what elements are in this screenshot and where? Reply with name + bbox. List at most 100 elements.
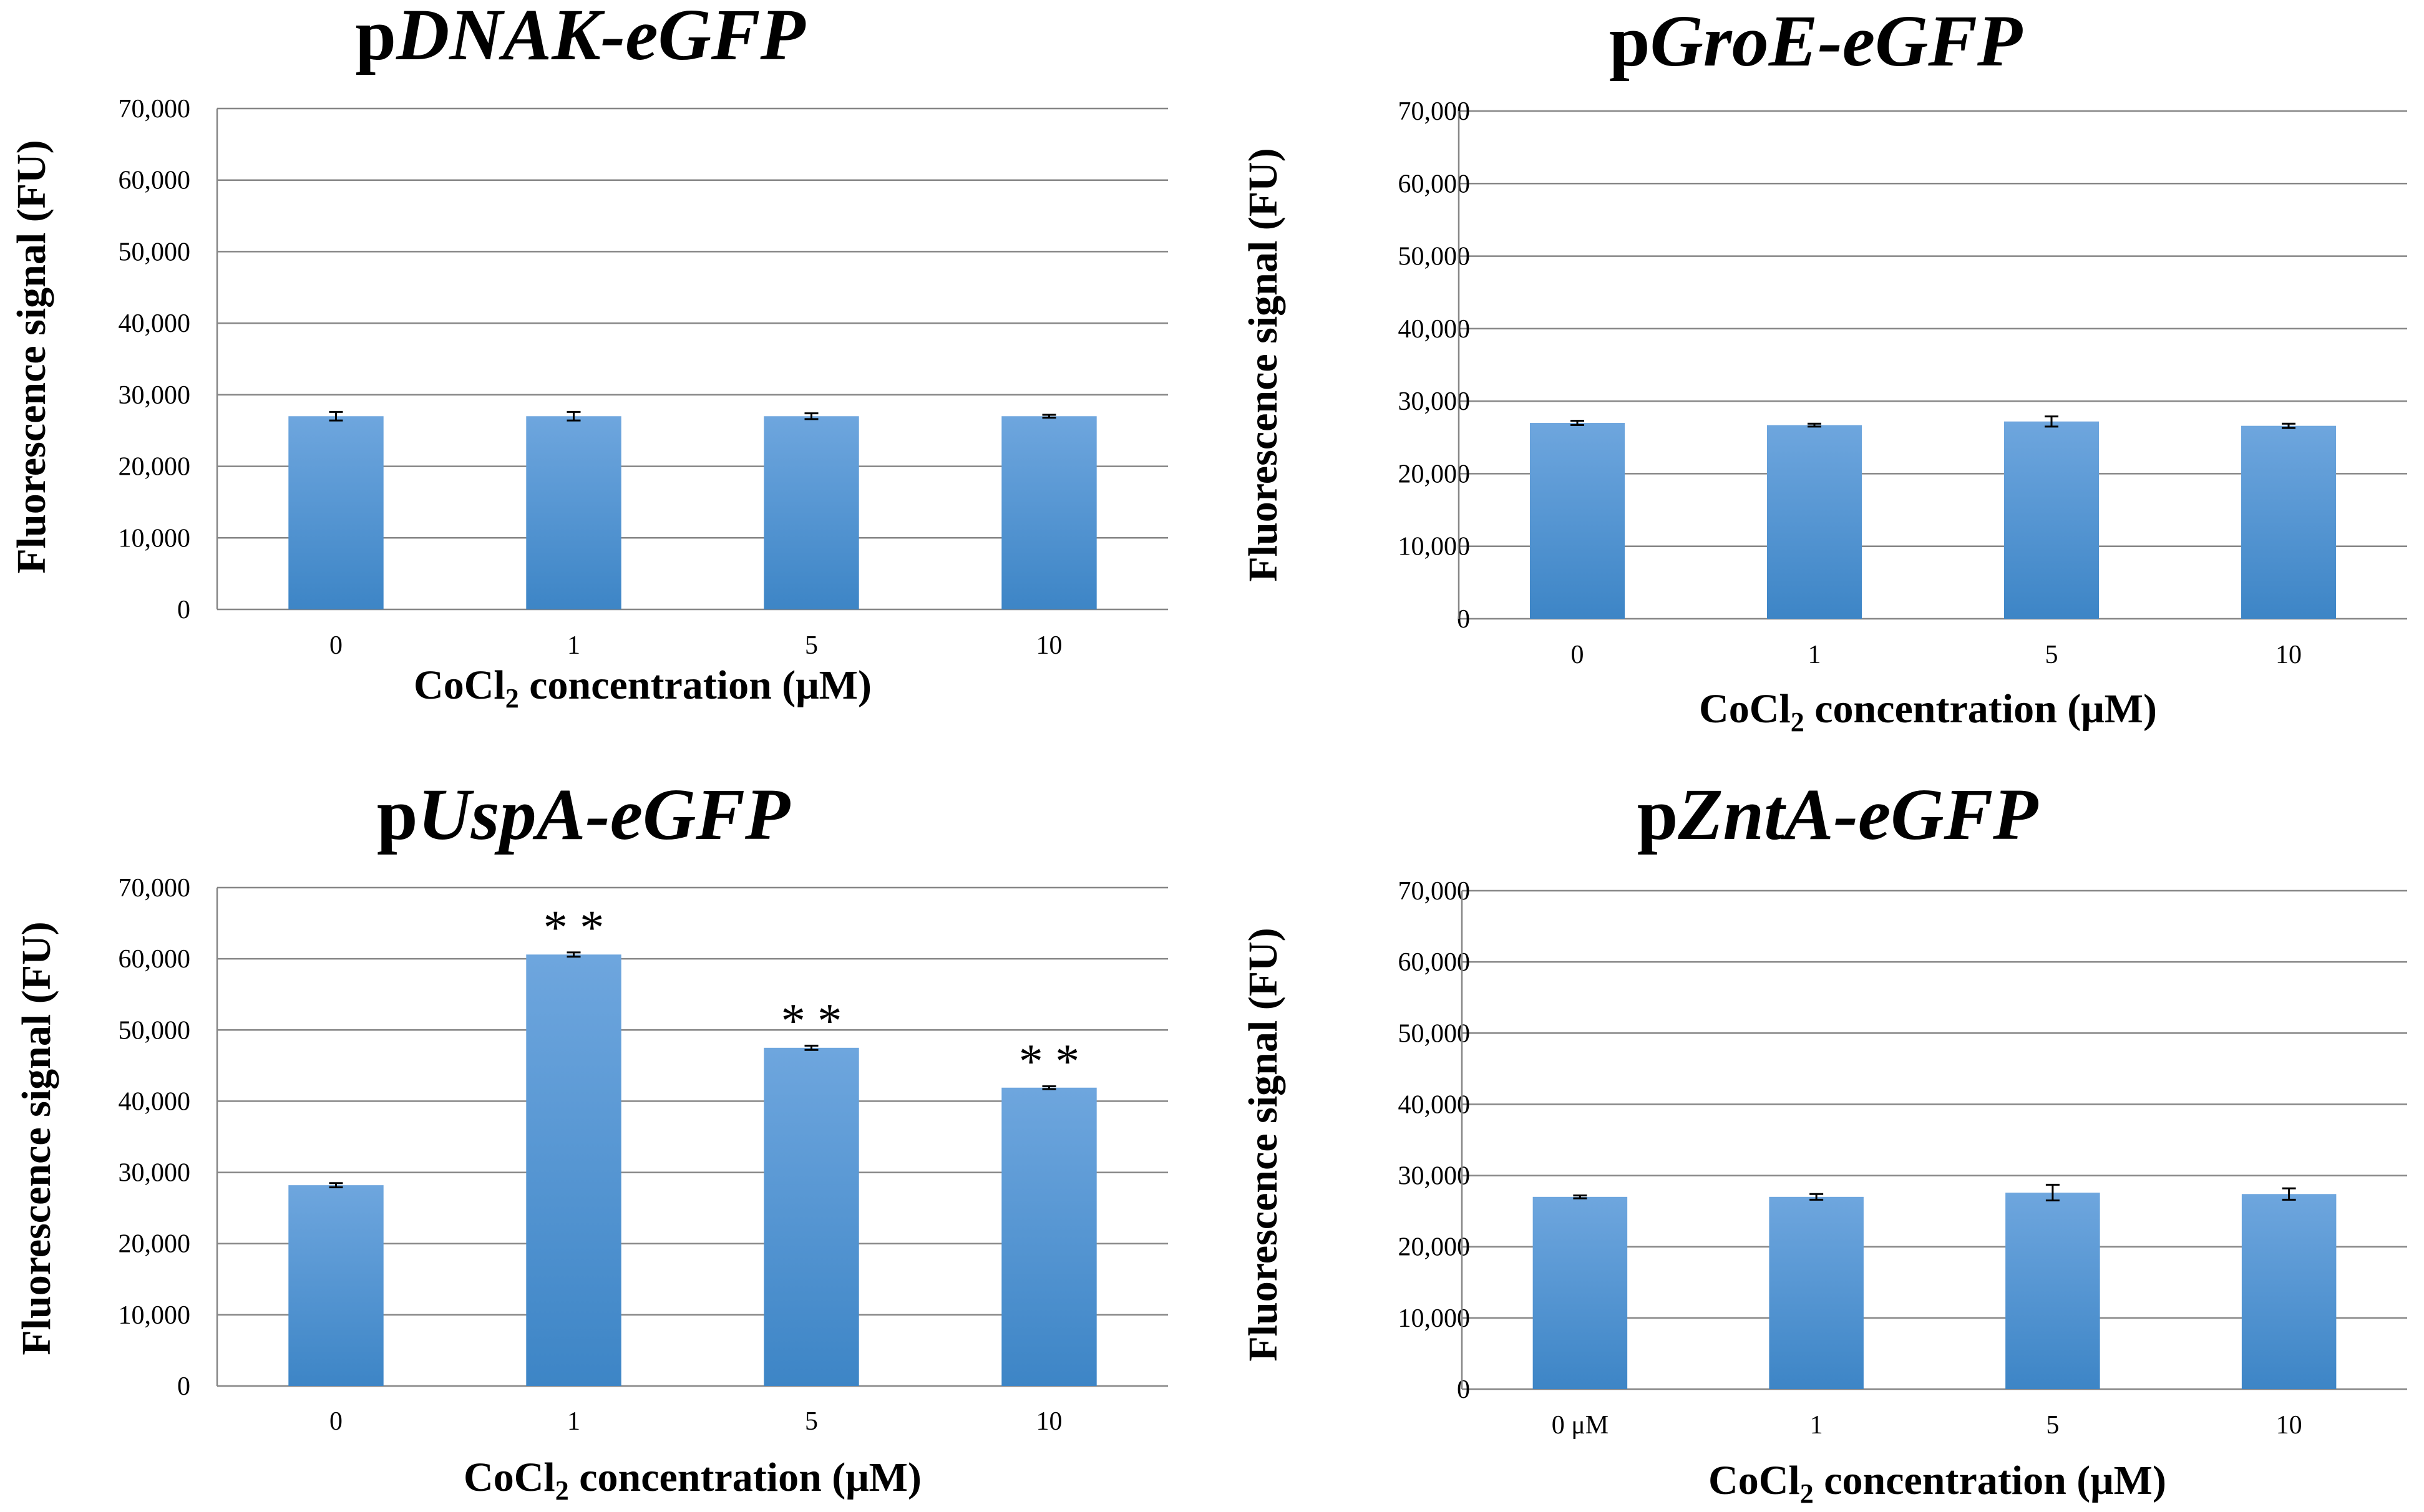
x-tick-label: 10 xyxy=(1036,631,1063,660)
bar xyxy=(1532,1196,1628,1389)
significance-label: * * xyxy=(1019,1034,1080,1088)
y-tick-label: 10,000 xyxy=(119,1301,191,1330)
bar xyxy=(764,1047,859,1386)
y-tick-label: 60,000 xyxy=(1398,948,1471,977)
bar xyxy=(2004,421,2099,619)
y-tick-label: 60,000 xyxy=(119,167,191,195)
y-tick-label: 20,000 xyxy=(119,1230,191,1259)
plot-area: 010,00020,00030,00040,00050,00060,00070,… xyxy=(1398,97,2407,669)
y-tick-label: 50,000 xyxy=(119,1016,191,1045)
y-tick-label: 30,000 xyxy=(1398,1162,1471,1191)
x-tick-label: 5 xyxy=(805,1407,818,1436)
bar xyxy=(1530,423,1625,619)
title-gene: GroE-eGFP xyxy=(1650,0,2023,82)
x-axis-label: CoCl2 concentration (μM) xyxy=(1699,686,2157,737)
x-label-subscript: 2 xyxy=(1800,1478,1814,1509)
bar xyxy=(2241,1194,2337,1389)
y-tick-label: 70,000 xyxy=(119,95,191,124)
y-tick-label: 0 xyxy=(177,1372,190,1401)
y-axis-label: Fluorescence signal (FU) xyxy=(14,921,59,1355)
x-label-main: CoCl xyxy=(1699,686,1791,732)
bar xyxy=(1767,425,1862,619)
chart-title: pGroE-eGFP xyxy=(1609,0,2023,82)
x-label-subscript: 2 xyxy=(555,1475,569,1506)
x-tick-label: 0 xyxy=(1571,641,1584,669)
x-tick-label: 10 xyxy=(1036,1407,1063,1436)
bar xyxy=(526,416,621,609)
x-tick-label: 5 xyxy=(2045,641,2058,669)
plot-area: 0 10,000 20,000 30,000 40,000 50,000 60,000 70,… xyxy=(119,95,1168,660)
x-label-rest: concentration (μM) xyxy=(519,662,872,708)
y-axis-label: Fluorescence signal (FU) xyxy=(1240,148,1286,581)
title-gene: ZntA-eGFP xyxy=(1677,773,2038,855)
bar xyxy=(288,416,384,609)
title-prefix: p xyxy=(377,773,418,855)
y-tick-label: 40,000 xyxy=(119,309,191,338)
bar xyxy=(288,1185,384,1386)
x-label-rest: concentration (μM) xyxy=(569,1455,922,1500)
x-tick-label: 5 xyxy=(2046,1411,2059,1440)
y-tick-label: 70,000 xyxy=(1398,877,1471,906)
y-axis-label: Fluorescence signal (FU) xyxy=(1240,928,1286,1361)
x-tick-label: 1 xyxy=(1810,1411,1823,1440)
x-tick-label: 10 xyxy=(2276,641,2302,669)
x-axis-label: CoCl2 concentration (μM) xyxy=(1708,1458,2166,1509)
x-tick-label: 0 xyxy=(329,631,343,660)
chart-title: pDNAK-eGFP xyxy=(355,0,806,75)
title-gene: UspA-eGFP xyxy=(418,773,791,855)
x-tick-label: 0 xyxy=(329,1407,343,1436)
bar xyxy=(526,954,621,1386)
title-prefix: p xyxy=(1637,773,1678,855)
y-tick-label: 70,000 xyxy=(119,874,191,903)
x-tick-label: 1 xyxy=(567,1407,580,1436)
x-tick-label: 10 xyxy=(2276,1411,2302,1440)
significance-label: * * xyxy=(781,993,842,1047)
y-tick-label: 40,000 xyxy=(1398,1090,1471,1119)
y-tick-label: 0 xyxy=(1457,605,1470,634)
x-tick-label: 1 xyxy=(567,631,580,660)
bar xyxy=(1001,416,1097,609)
title-gene: DNAK-eGFP xyxy=(396,0,806,75)
chart-panel-dnak: pDNAK-eGFP Fluorescence signal (FU) CoCl… xyxy=(9,0,1168,714)
x-tick-label: 0 μM xyxy=(1552,1411,1609,1440)
bar xyxy=(2005,1192,2100,1389)
chart-title: pZntA-eGFP xyxy=(1637,773,2038,855)
x-axis-label: CoCl2 concentration (μM) xyxy=(464,1455,922,1506)
chart-panel-znta: pZntA-eGFP Fluorescence signal (FU) CoCl… xyxy=(1240,773,2407,1509)
bar xyxy=(764,416,859,609)
y-tick-label: 40,000 xyxy=(119,1087,191,1116)
y-tick-label: 20,000 xyxy=(1398,1233,1471,1262)
y-tick-label: 0 xyxy=(177,596,190,624)
x-label-main: CoCl xyxy=(414,662,505,708)
x-axis-label: CoCl2 concentration (μM) xyxy=(414,662,872,714)
title-prefix: p xyxy=(1609,0,1650,82)
y-axis-label: Fluorescence signal (FU) xyxy=(9,140,54,573)
y-tick-label: 30,000 xyxy=(119,381,191,410)
chart-panel-uspa: pUspA-eGFP Fluorescence signal (FU) CoCl… xyxy=(14,773,1168,1506)
y-tick-label: 20,000 xyxy=(119,453,191,482)
y-tick-label: 10,000 xyxy=(119,524,191,553)
x-tick-label: 1 xyxy=(1808,641,1821,669)
chart-title: pUspA-eGFP xyxy=(377,773,791,855)
chart-panel-groe: pGroE-eGFP Fluorescence signal (FU) CoCl… xyxy=(1240,0,2407,737)
significance-label: * * xyxy=(543,900,605,954)
x-tick-label: 5 xyxy=(805,631,818,660)
x-label-subscript: 2 xyxy=(1791,707,1804,737)
title-prefix: p xyxy=(355,0,396,75)
bar xyxy=(2241,425,2336,619)
y-tick-label: 10,000 xyxy=(1398,1304,1471,1333)
y-tick-label: 0 xyxy=(1457,1375,1470,1404)
x-label-main: CoCl xyxy=(464,1455,555,1500)
x-label-rest: concentration (μM) xyxy=(1804,686,2157,732)
x-label-rest: concentration (μM) xyxy=(1814,1458,2166,1503)
y-tick-label: 30,000 xyxy=(119,1159,191,1188)
y-tick-label: 50,000 xyxy=(1398,1019,1471,1048)
bar xyxy=(1001,1087,1097,1386)
plot-area: 0 10,000 20,000 30,000 40,000 50,000 60,000 70,… xyxy=(1398,877,2407,1440)
bar xyxy=(1769,1196,1864,1389)
y-tick-label: 50,000 xyxy=(119,238,191,266)
plot-area: 0 10,000 20,000 30,000 40,000 50,000 60,000 70,… xyxy=(119,874,1168,1436)
y-tick-label: 60,000 xyxy=(119,945,191,974)
x-label-main: CoCl xyxy=(1708,1458,1800,1503)
